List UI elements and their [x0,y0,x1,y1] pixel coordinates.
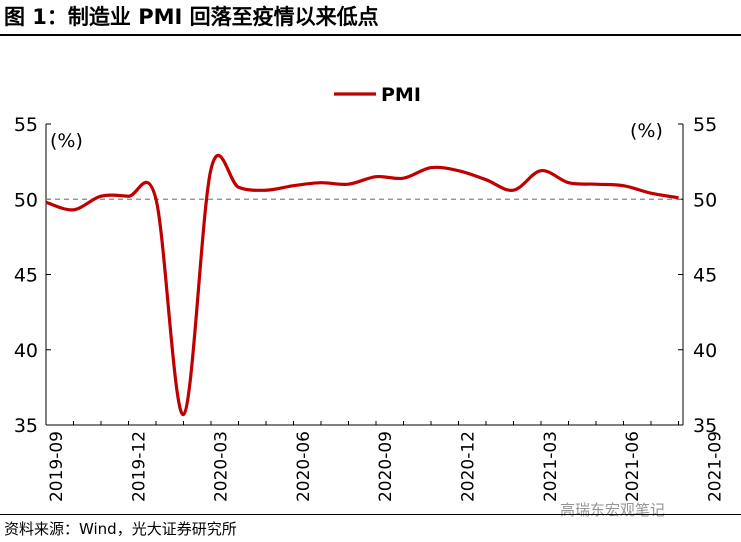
title-divider [0,34,741,36]
y-tick-label-left: 50 [14,189,38,211]
y-axis-left: 35 40 45 50 55 [14,114,51,437]
x-tick-label: 2020-09 [376,431,396,502]
x-axis: 2019-09 2019-12 2020-03 2020-06 2020-09 2020-… [45,421,725,502]
y-tick-label-left: 55 [14,114,38,136]
legend-label: PMI [381,84,421,106]
source-divider [0,514,741,515]
y-tick-label-left: 35 [14,415,38,437]
y-tick-label-left: 45 [14,265,38,287]
plot-frame [45,124,684,426]
x-tick-label: 2020-03 [212,431,232,502]
y-unit-right: (%) [630,120,663,142]
y-unit-left: (%) [50,130,83,152]
pmi-line-chart: 35 40 45 50 55 35 40 45 50 55 2019-09 2019-12 2020… [14,84,726,502]
x-tick-label: 2021-03 [541,431,561,502]
y-tick-label-right: 50 [693,189,717,211]
series-line-pmi [45,153,679,417]
x-tick-label: 2019-12 [129,431,149,502]
source-note: 资料来源：Wind，光大证券研究所 [4,520,237,538]
x-tick-label: 2019-09 [47,431,67,502]
x-tick-label: 2021-09 [705,431,725,502]
legend: PMI [334,84,421,106]
watermark-text: 高瑞东宏观笔记 [560,501,666,519]
y-tick-label-right: 40 [693,340,717,362]
x-tick-label: 2020-12 [459,431,479,502]
y-tick-label-right: 35 [693,415,717,437]
y-axis-right: 35 40 45 50 55 [678,114,717,437]
y-tick-label-right: 45 [693,265,717,287]
x-tick-label: 2021-06 [623,431,643,502]
x-tick-label: 2020-06 [294,431,314,502]
series-group [45,153,679,417]
chart-title: 图 1：制造业 PMI 回落至疫情以来低点 [4,5,379,29]
y-tick-label-left: 40 [14,340,38,362]
y-tick-label-right: 55 [693,114,717,136]
